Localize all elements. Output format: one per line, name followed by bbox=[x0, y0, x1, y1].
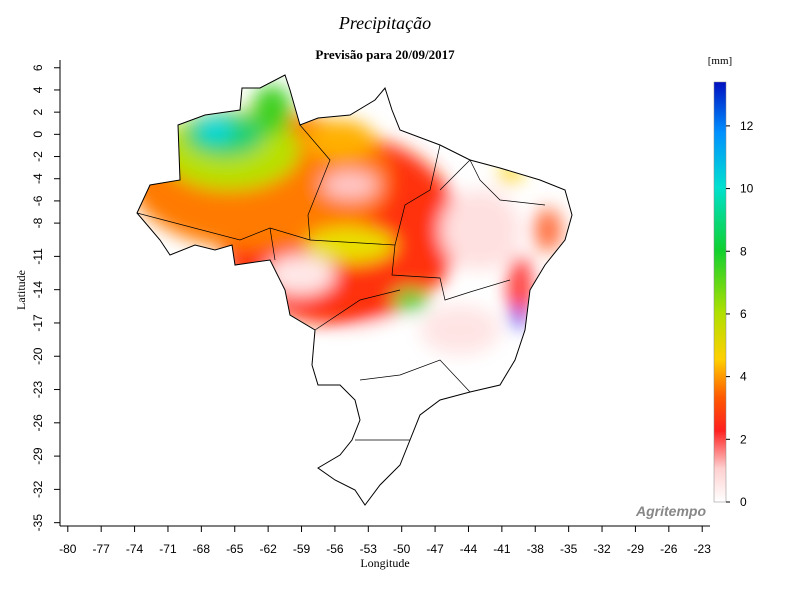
x-tick-label: -77 bbox=[93, 542, 111, 556]
x-tick-label: -80 bbox=[59, 542, 77, 556]
y-tick-label: -8 bbox=[31, 217, 45, 228]
y-tick-label: -14 bbox=[31, 281, 45, 299]
y-tick-label: -2 bbox=[31, 151, 45, 162]
colorbar-tick-label: 10 bbox=[740, 182, 754, 196]
y-tick-label: -23 bbox=[31, 381, 45, 399]
watermark: Agritempo bbox=[635, 503, 706, 519]
precip-field bbox=[137, 75, 572, 505]
x-tick-label: -56 bbox=[326, 542, 344, 556]
x-tick-label: -50 bbox=[393, 542, 411, 556]
colorbar-tick-label: 12 bbox=[740, 119, 754, 133]
x-tick-label: -26 bbox=[660, 542, 678, 556]
colorbar-tick-label: 4 bbox=[740, 370, 747, 384]
y-tick-label: -35 bbox=[31, 514, 45, 532]
y-tick-label: 0 bbox=[31, 131, 45, 138]
colorbar-tick-label: 8 bbox=[740, 244, 747, 258]
y-tick-label: -6 bbox=[31, 195, 45, 206]
y-tick-label: -20 bbox=[31, 347, 45, 365]
x-tick-label: -38 bbox=[527, 542, 545, 556]
colorbar-tick-label: 2 bbox=[740, 432, 747, 446]
title: Precipitação bbox=[338, 13, 431, 33]
x-tick-label: -32 bbox=[593, 542, 611, 556]
colorbar-tick-label: 0 bbox=[740, 495, 747, 509]
x-tick-label: -68 bbox=[193, 542, 211, 556]
x-tick-label: -53 bbox=[360, 542, 378, 556]
y-tick-label: -29 bbox=[31, 447, 45, 465]
x-tick-label: -47 bbox=[426, 542, 444, 556]
y-tick-label: -4 bbox=[31, 173, 45, 184]
y-tick-label: 6 bbox=[31, 64, 45, 71]
x-tick-label: -71 bbox=[159, 542, 177, 556]
y-tick-label: -32 bbox=[31, 480, 45, 498]
x-tick-label: -65 bbox=[226, 542, 244, 556]
x-tick-label: -23 bbox=[694, 542, 712, 556]
state-borders bbox=[136, 124, 546, 441]
x-tick-label: -41 bbox=[493, 542, 511, 556]
x-tick-label: -35 bbox=[560, 542, 578, 556]
x-tick-label: -59 bbox=[293, 542, 311, 556]
y-tick-label: -17 bbox=[31, 314, 45, 332]
x-tick-label: -44 bbox=[460, 542, 478, 556]
subtitle: Previsão para 20/09/2017 bbox=[315, 47, 455, 62]
colorbar bbox=[713, 81, 727, 503]
x-tick-label: -29 bbox=[627, 542, 645, 556]
x-tick-label: -62 bbox=[259, 542, 277, 556]
x-axis-label: Longitude bbox=[360, 556, 409, 570]
x-tick-label: -74 bbox=[126, 542, 144, 556]
y-axis-label: Latitude bbox=[14, 270, 28, 310]
y-tick-label: 4 bbox=[31, 86, 45, 93]
colorbar-unit: [mm] bbox=[708, 55, 732, 67]
colorbar-tick-label: 6 bbox=[740, 307, 747, 321]
y-tick-label: -11 bbox=[31, 248, 45, 265]
y-tick-label: -26 bbox=[31, 414, 45, 432]
y-tick-label: 2 bbox=[31, 108, 45, 115]
